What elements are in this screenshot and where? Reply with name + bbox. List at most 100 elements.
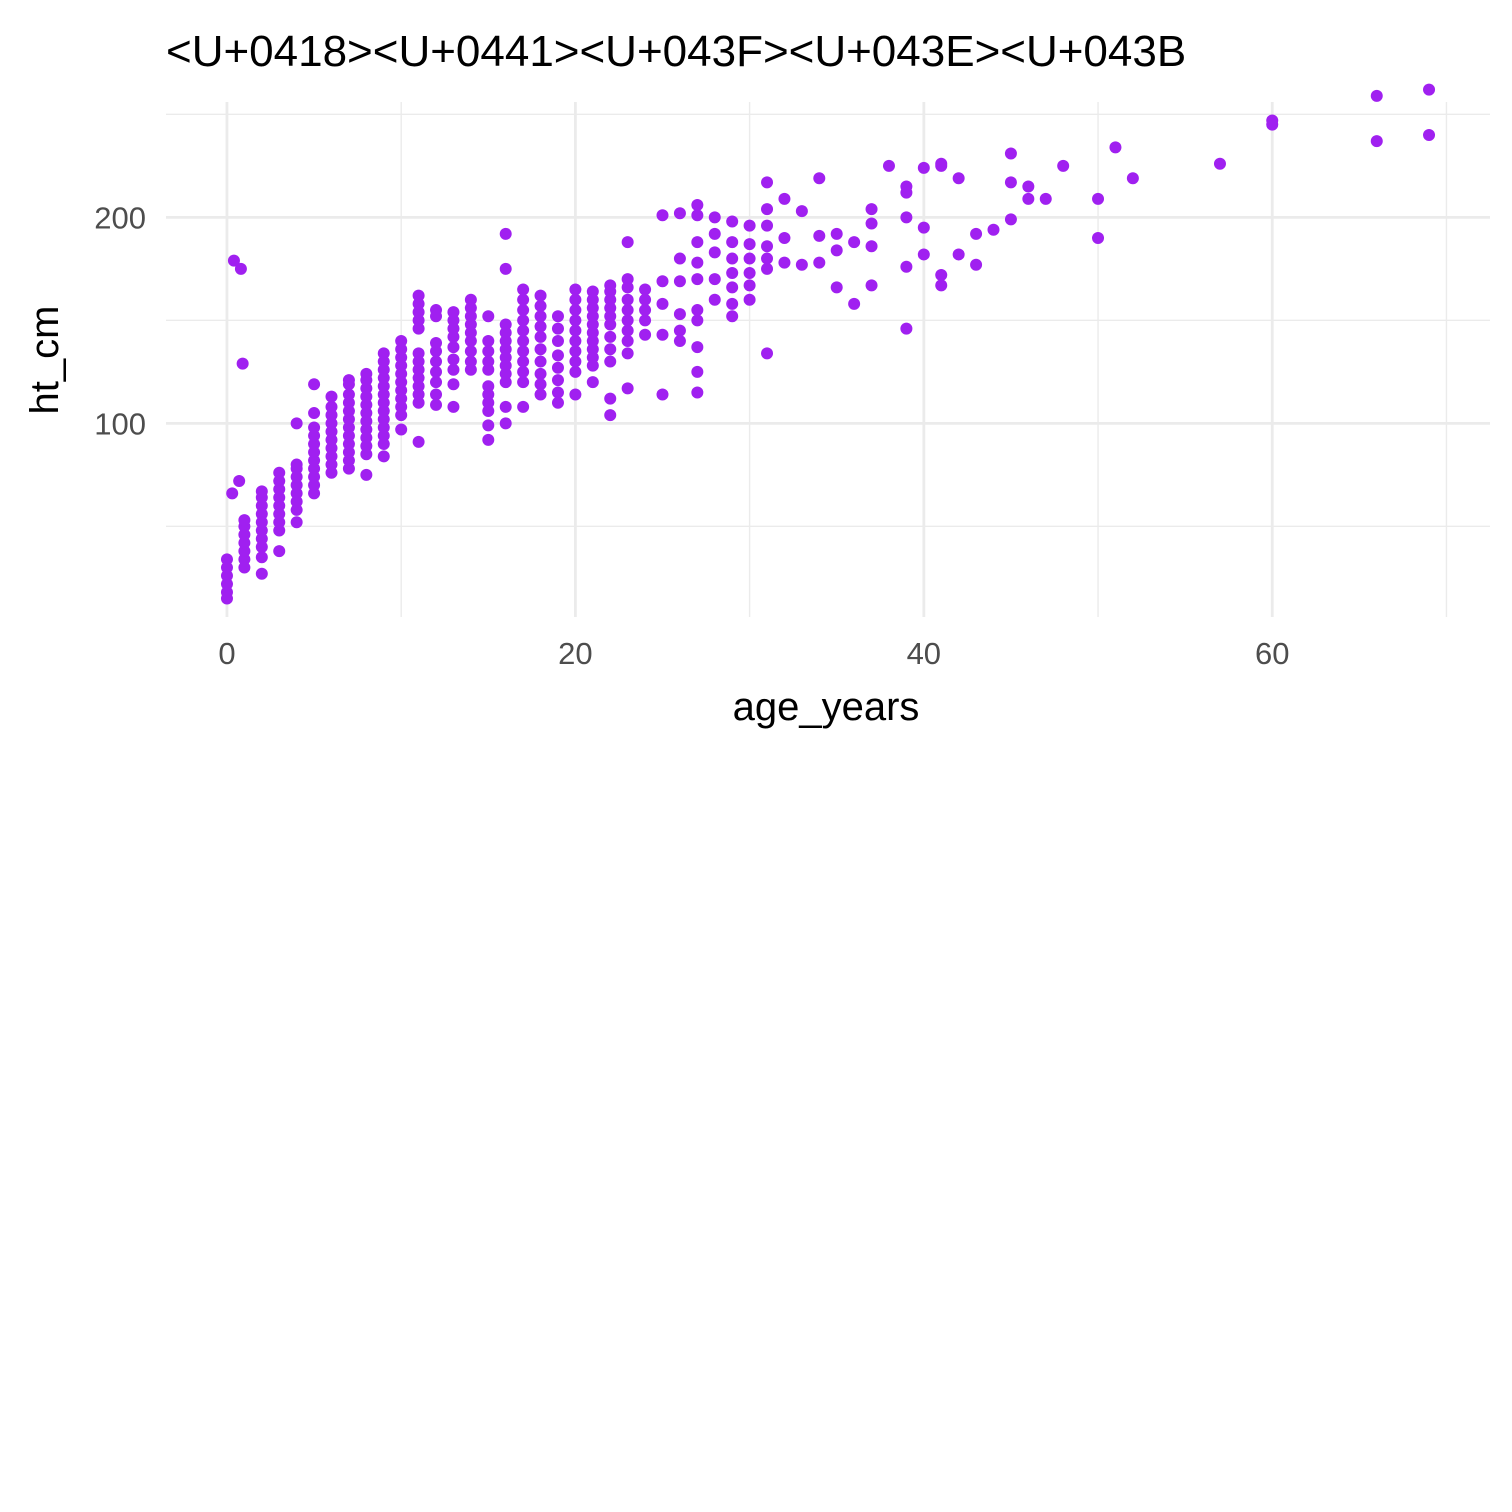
data-point [935,157,948,170]
data-point [569,314,582,327]
data-point [761,252,774,265]
data-point [691,273,704,286]
data-point [778,231,791,244]
data-point [970,227,983,240]
data-point [412,372,425,385]
data-point [290,470,303,483]
data-point [395,351,408,364]
data-point [273,475,286,488]
data-point [395,392,408,405]
data-point [935,279,948,292]
data-point [290,503,303,516]
data-point [569,345,582,358]
data-point [830,244,843,257]
data-point [447,378,460,391]
data-point [273,545,286,558]
data-point [447,363,460,376]
data-point [464,334,477,347]
data-point [430,355,443,368]
data-point [534,330,547,343]
data-point [342,462,355,475]
data-point [499,359,512,372]
data-point [900,180,913,193]
data-point [673,275,686,288]
data-point [517,314,530,327]
data-point [970,258,983,271]
data-point [482,310,495,323]
data-point [342,429,355,442]
data-point [482,433,495,446]
data-point [308,470,321,483]
data-point [220,578,233,591]
data-point [691,236,704,249]
data-point [238,545,251,558]
data-point [412,380,425,393]
data-point [656,328,669,341]
data-point [691,199,704,211]
data-point [517,334,530,347]
data-point [534,367,547,380]
data-point [273,508,286,520]
data-point [255,508,268,520]
data-point [447,330,460,343]
data-point [377,405,390,417]
data-point [412,435,425,448]
data-point [255,524,268,537]
data-point [273,524,286,537]
data-point [360,415,373,428]
data-point [586,310,599,323]
data-point [708,227,721,240]
data-point [1022,192,1035,205]
major-gridlines [166,102,1490,617]
data-point [952,248,965,261]
data-point [325,466,338,479]
data-point [499,343,512,356]
data-point [290,516,303,529]
data-point [499,326,512,339]
data-point [604,318,617,331]
data-point [987,223,1000,236]
data-point [604,279,617,292]
data-point [360,390,373,403]
data-point [499,227,512,240]
data-point [726,297,739,310]
data-point [412,363,425,376]
data-point [377,413,390,426]
data-point [220,561,233,574]
data-point [691,341,704,354]
data-point [482,355,495,368]
data-point [238,536,251,549]
data-point [220,586,233,599]
data-point [482,405,495,417]
data-point [743,252,756,265]
data-point [342,454,355,467]
data-point [412,388,425,401]
data-point [325,409,338,422]
data-point [1370,89,1383,102]
data-point [499,318,512,331]
data-point [325,400,338,413]
data-point [308,454,321,467]
data-point [1039,192,1052,205]
data-point [377,429,390,442]
data-point [377,380,390,393]
data-point [743,219,756,232]
data-point [482,380,495,393]
data-point [430,345,443,358]
data-point [412,314,425,327]
data-point [691,209,704,222]
data-point [621,304,634,317]
data-point [482,345,495,358]
data-point [1004,213,1017,226]
data-point [586,334,599,347]
data-point [830,281,843,294]
data-point [1213,157,1226,170]
data-point [447,322,460,335]
data-point [569,365,582,378]
data-point [673,308,686,321]
data-point [377,437,390,450]
data-point [325,433,338,446]
data-point [917,161,930,174]
data-point [273,466,286,479]
